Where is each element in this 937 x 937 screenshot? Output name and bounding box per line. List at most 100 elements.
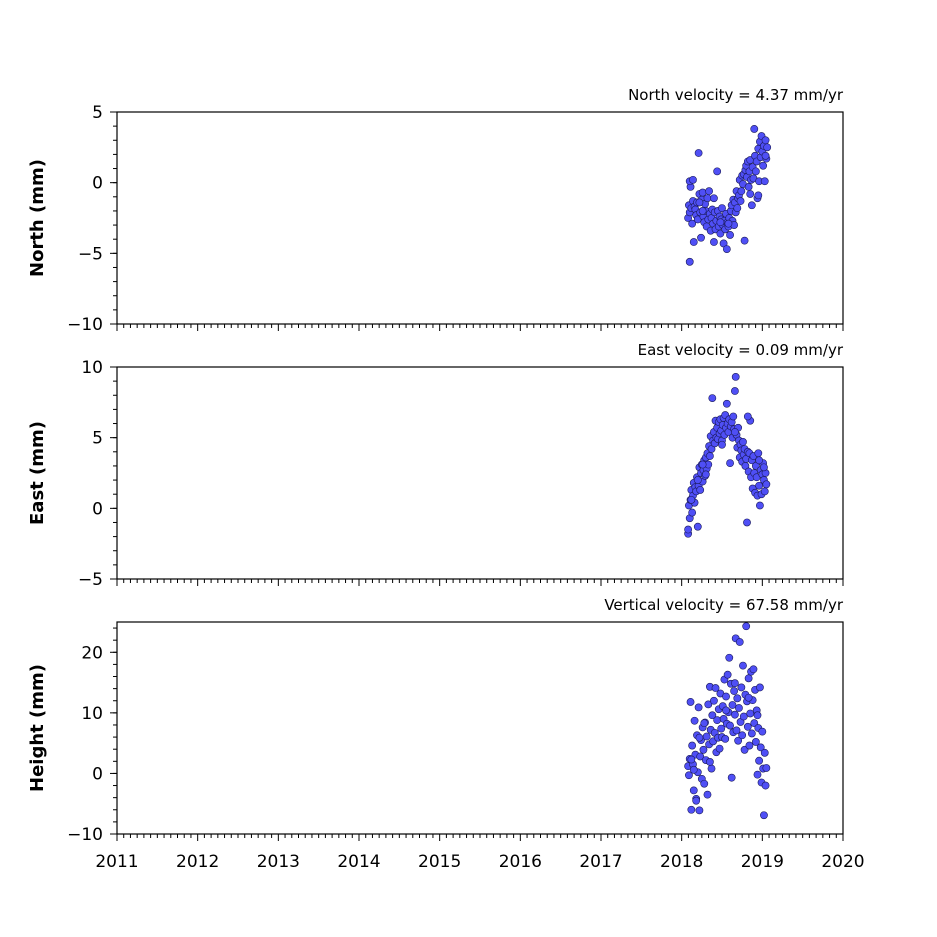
height-data-point (733, 694, 742, 703)
height-y-tick-label: 0 (92, 764, 103, 784)
height-data-point (735, 638, 744, 646)
height-data-point (692, 796, 701, 805)
east-data-point (722, 399, 731, 408)
height-data-point (742, 622, 751, 631)
north-y-axis-label: North (mm) (27, 159, 48, 277)
height-data-point (737, 683, 746, 692)
height-data-point (706, 758, 714, 766)
height-x-tick-label: 2016 (499, 852, 542, 872)
height-data-point (694, 703, 703, 712)
north-data-point (722, 245, 731, 253)
east-data-point (731, 428, 739, 436)
east-data-point (701, 470, 710, 479)
height-data-point (689, 786, 698, 795)
east-panel: 10 5 0 −5 East (mm) East velocity = 0.09 mm/y… (27, 341, 844, 590)
height-data-point (700, 719, 709, 728)
north-data-point (689, 175, 697, 184)
north-data-point (760, 177, 769, 186)
east-data-point (760, 463, 768, 472)
north-data-point (736, 197, 745, 205)
height-data-point (739, 712, 748, 721)
height-data-point (756, 743, 765, 752)
height-data-point (751, 738, 760, 746)
height-data-point (725, 653, 734, 662)
east-data-point (698, 460, 707, 469)
height-panel: 20 10 0 −10 Height (mm) Vertical velocity = 6… (27, 596, 865, 872)
height-y-axis-label: Height (mm) (27, 664, 48, 792)
height-x-tick-label: 2012 (176, 852, 219, 872)
east-data-point (756, 501, 764, 510)
height-data-point (731, 679, 739, 688)
north-data-point (759, 161, 768, 170)
height-data-point (699, 745, 708, 754)
east-data-point (718, 440, 726, 449)
north-data-point (716, 218, 725, 227)
height-data-point (734, 736, 743, 745)
height-data-point (753, 711, 762, 720)
north-data-point (688, 219, 697, 228)
height-y-tick-label: 20 (81, 643, 103, 663)
east-data-point (731, 387, 739, 395)
north-data-point (747, 201, 756, 210)
east-y-tick-label: 0 (92, 499, 103, 519)
east-data-point (696, 486, 705, 494)
east-data-point (762, 480, 771, 489)
height-data-point (685, 771, 693, 780)
north-data-point (705, 187, 713, 196)
height-x-tick-label: 2014 (337, 852, 380, 872)
east-axes-frame (116, 366, 844, 580)
north-data-point (754, 191, 763, 200)
height-y-tick-label: −10 (67, 825, 103, 845)
height-data-point (695, 733, 704, 742)
height-x-tick-label: 2017 (579, 852, 622, 872)
north-data-point (751, 167, 760, 176)
east-data-point (693, 476, 702, 484)
height-data-point (686, 698, 695, 706)
east-data-point (706, 452, 714, 460)
height-data-point (715, 744, 724, 753)
north-data-point (724, 219, 733, 228)
height-data-point (755, 756, 764, 765)
north-data-point (763, 143, 772, 152)
east-data-point (731, 372, 740, 381)
east-data-point (755, 481, 764, 490)
east-data-point (687, 495, 696, 504)
north-data-point (710, 238, 718, 246)
height-velocity-label: Vertical velocity = 67.58 mm/yr (604, 596, 844, 614)
height-data-point (721, 735, 730, 743)
east-data-point (693, 522, 702, 531)
north-data-point (697, 233, 705, 242)
height-data-point (687, 755, 696, 764)
height-data-point (702, 732, 711, 741)
east-data-point (726, 459, 734, 468)
height-data-point (744, 693, 753, 702)
north-data-point (733, 204, 742, 213)
north-velocity-label: North velocity = 4.37 mm/yr (628, 86, 844, 104)
north-data-point (744, 183, 753, 191)
height-data-point (722, 706, 730, 715)
height-data-point (689, 765, 698, 774)
east-data-point (729, 412, 738, 421)
north-panel: 5 0 −5 −10 North (mm) North velocity = 4.37 m… (27, 86, 844, 335)
height-data-point (753, 770, 762, 779)
height-x-tick-label: 2019 (741, 852, 784, 872)
north-data-point (726, 231, 734, 239)
east-data-point (754, 449, 763, 458)
height-data-point (758, 727, 767, 736)
height-data-point (711, 684, 720, 692)
east-data-point (688, 508, 697, 517)
north-data-point (750, 125, 759, 133)
north-data-point (695, 198, 704, 207)
east-y-tick-label: 10 (81, 358, 103, 378)
north-data-point (737, 187, 746, 196)
north-data-point (685, 257, 694, 266)
height-x-tick-label: 2018 (660, 852, 703, 872)
height-data-point (688, 741, 697, 750)
north-y-tick-label: −10 (67, 315, 103, 335)
height-data-point (704, 700, 713, 709)
north-data-point (746, 190, 755, 198)
height-data-point (731, 710, 739, 719)
east-data-point (684, 525, 693, 534)
height-data-point (732, 726, 741, 735)
